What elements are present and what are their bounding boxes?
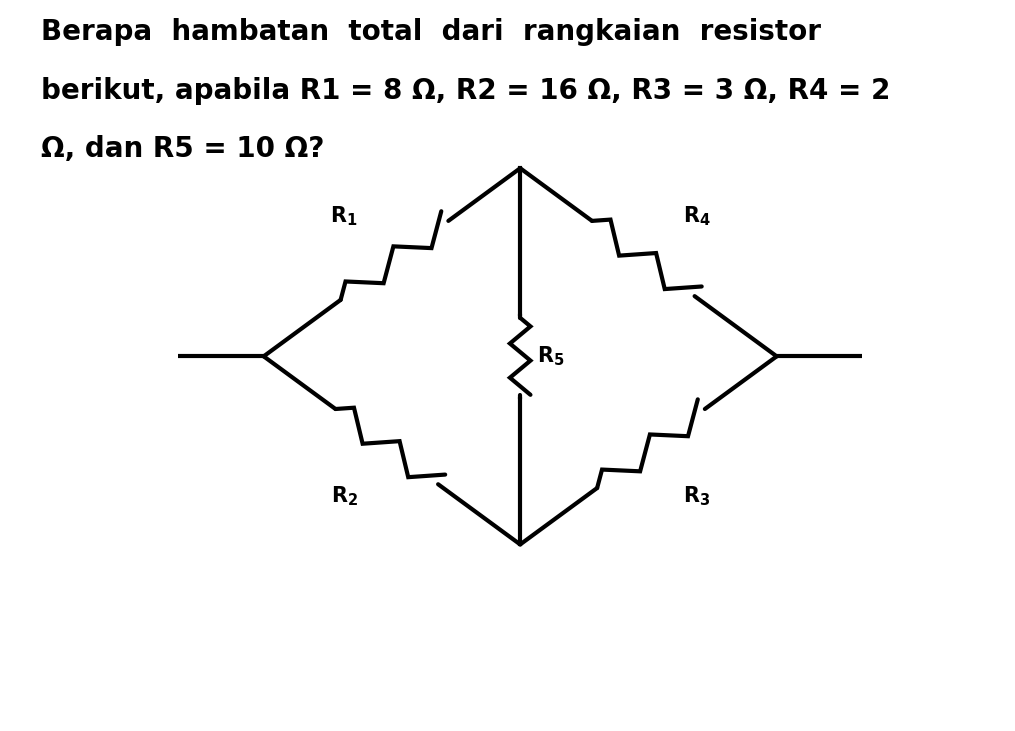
Text: $\mathbf{R_1}$: $\mathbf{R_1}$: [330, 205, 357, 228]
Text: Ω, dan R5 = 10 Ω?: Ω, dan R5 = 10 Ω?: [41, 135, 324, 163]
Text: $\mathbf{R_4}$: $\mathbf{R_4}$: [683, 205, 710, 228]
Text: $\mathbf{R_3}$: $\mathbf{R_3}$: [683, 485, 709, 508]
Text: Berapa  hambatan  total  dari  rangkaian  resistor: Berapa hambatan total dari rangkaian res…: [41, 18, 820, 46]
Text: $\mathbf{R_2}$: $\mathbf{R_2}$: [331, 485, 357, 508]
Text: berikut, apabila R1 = 8 Ω, R2 = 16 Ω, R3 = 3 Ω, R4 = 2: berikut, apabila R1 = 8 Ω, R2 = 16 Ω, R3…: [41, 77, 890, 105]
Text: $\mathbf{R_5}$: $\mathbf{R_5}$: [537, 344, 564, 368]
